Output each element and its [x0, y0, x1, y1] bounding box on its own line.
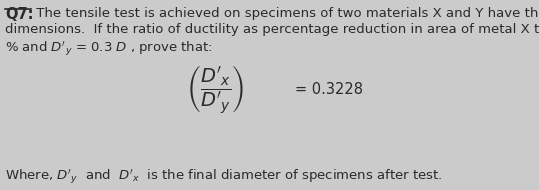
Text: dimensions.  If the ratio of ductility as percentage reduction in area of metal : dimensions. If the ratio of ductility as…	[5, 23, 539, 36]
Text: = 0.3228: = 0.3228	[295, 82, 363, 97]
Text: The tensile test is achieved on specimens of two materials X and Y have the same: The tensile test is achieved on specimen…	[32, 7, 539, 20]
Text: % and $D'_y$ = 0.3 $D$ , prove that:: % and $D'_y$ = 0.3 $D$ , prove that:	[5, 39, 212, 58]
Text: Where, $D'_y$  and  $D'_x$  is the final diameter of specimens after test.: Where, $D'_y$ and $D'_x$ is the final di…	[5, 168, 443, 187]
Text: $\left(\dfrac{D'_x}{D'_y}\right)$: $\left(\dfrac{D'_x}{D'_y}\right)$	[186, 64, 244, 116]
Text: Q7:: Q7:	[5, 7, 33, 22]
